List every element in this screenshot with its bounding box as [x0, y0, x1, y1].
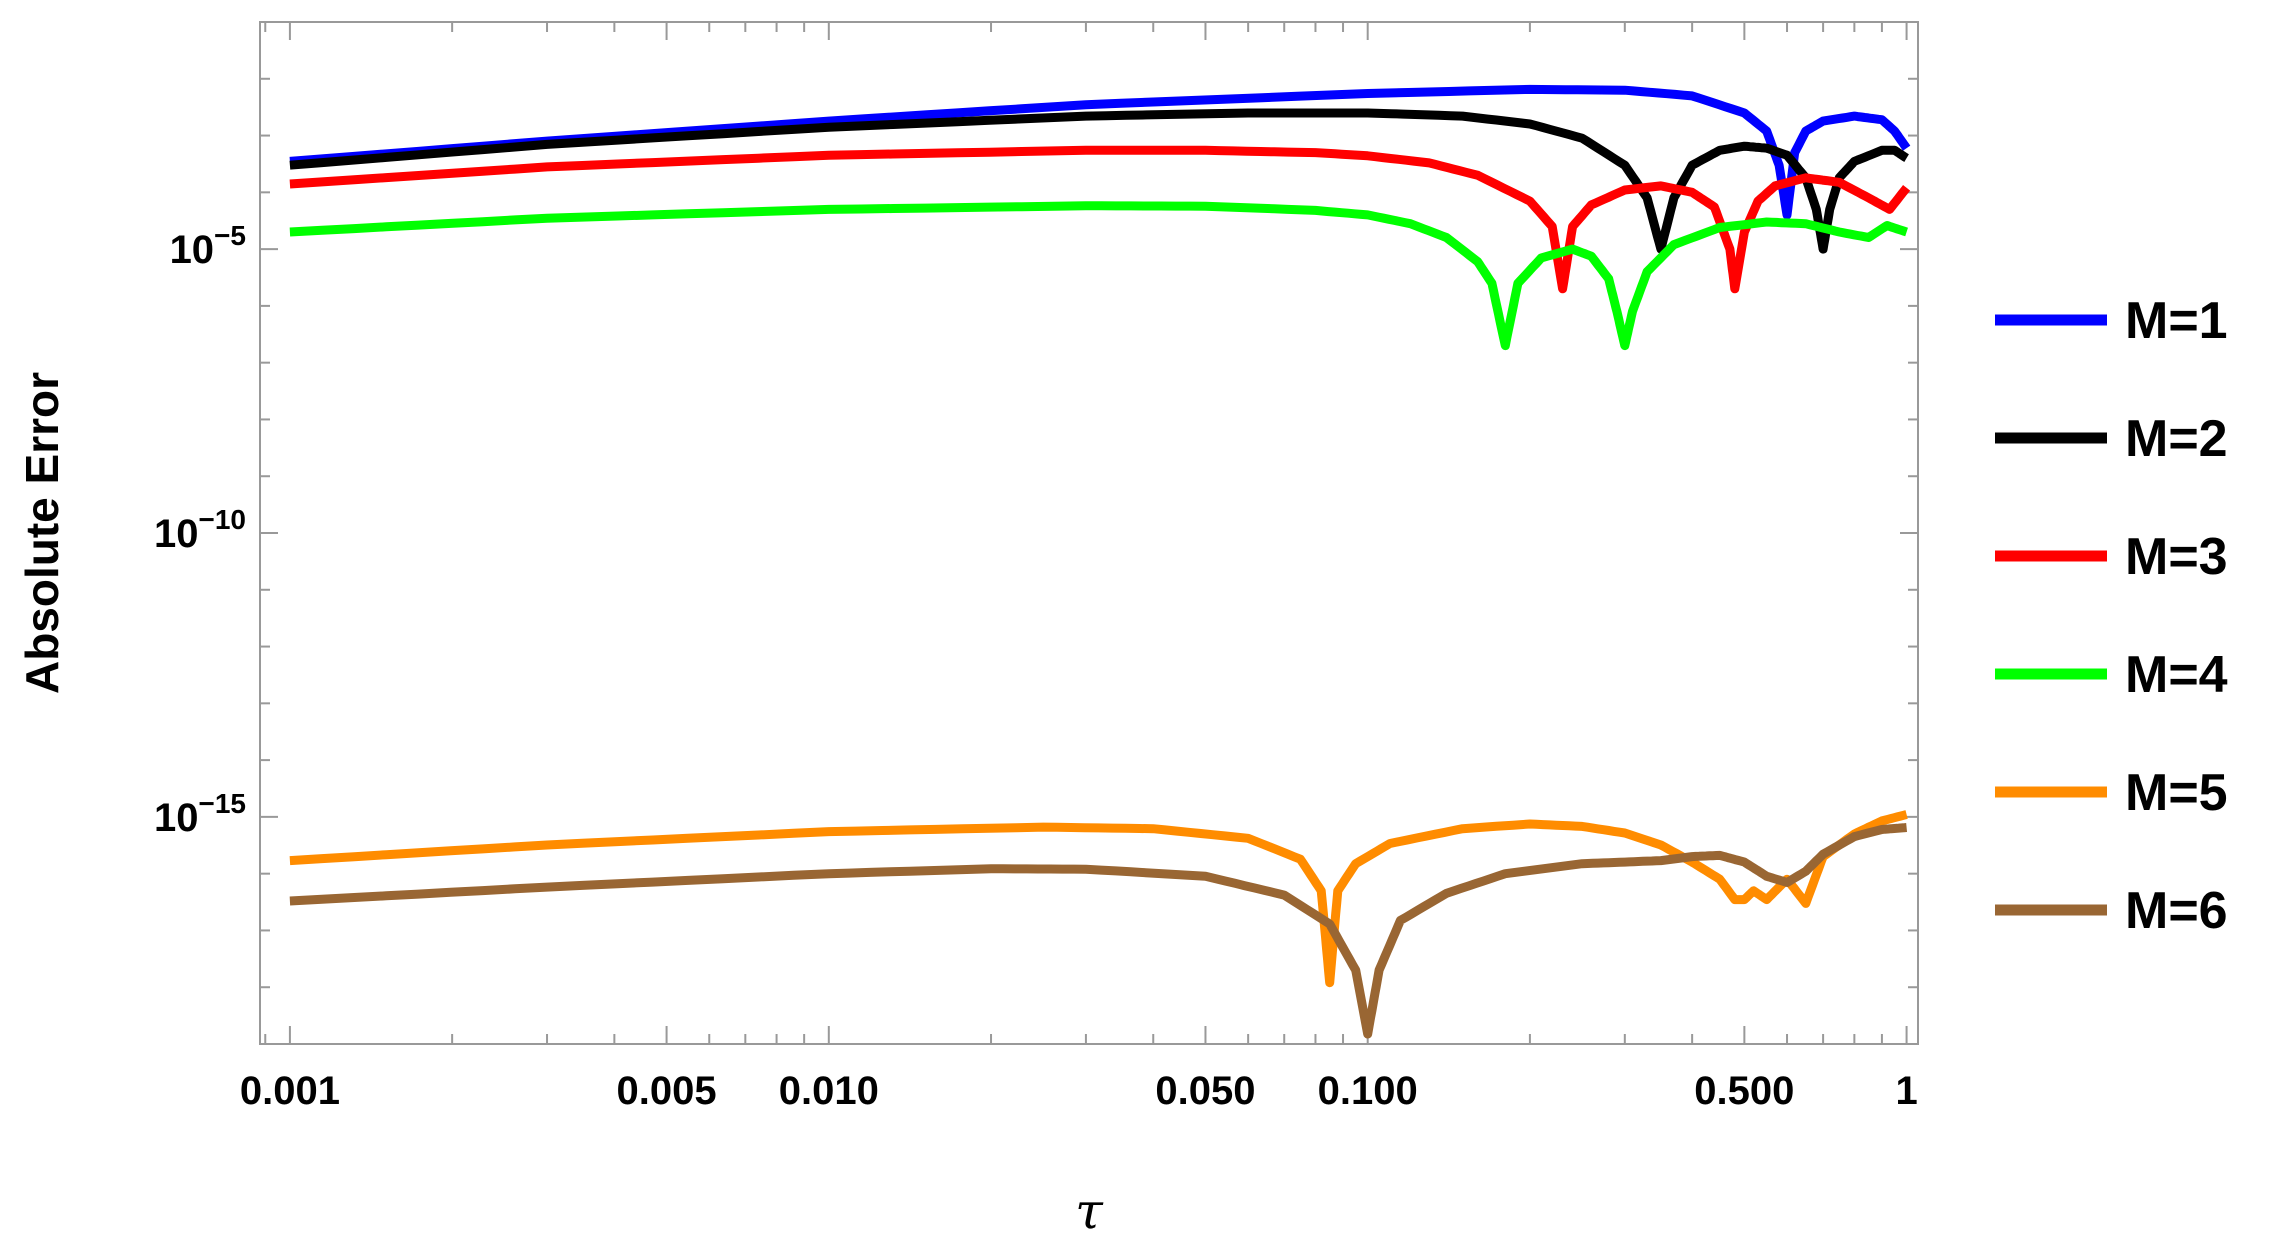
legend-label: M=4: [2125, 646, 2228, 704]
x-tick-label: 0.500: [1694, 1069, 1794, 1113]
y-tick-label: 10−5: [170, 220, 246, 272]
legend: M=1 M=2 M=3 M=4 M=5 M=6: [1995, 292, 2228, 940]
series-line-m5: [289, 810, 1908, 988]
legend-label: M=6: [2125, 882, 2228, 940]
y-axis-ticks: 10−5 10−10 10−15: [154, 21, 1918, 1045]
legend-label: M=1: [2125, 292, 2228, 350]
y-tick-label: 10−15: [154, 788, 246, 840]
x-tick-label: 1: [1895, 1069, 1917, 1113]
series-line-m1: [289, 84, 1911, 220]
x-tick-label: 0.050: [1155, 1069, 1255, 1113]
series-line-m6: [289, 823, 1908, 1039]
y-axis-label: Absolute Error: [16, 372, 68, 694]
legend-label: M=2: [2125, 410, 2228, 468]
x-tick-label: 0.001: [240, 1069, 340, 1113]
x-axis-ticks: 0.001 0.005 0.010 0.050 0.100 0.500 1: [240, 22, 1918, 1113]
x-tick-label: 0.010: [779, 1069, 879, 1113]
series-line-m3: [289, 145, 1911, 294]
x-axis-label: τ: [1075, 1182, 1104, 1238]
legend-label: M=5: [2125, 764, 2228, 822]
x-tick-label: 0.100: [1318, 1069, 1418, 1113]
x-tick-label: 0.005: [617, 1069, 717, 1113]
y-tick-label: 10−10: [154, 504, 246, 556]
series-layer: [289, 84, 1911, 1039]
legend-label: M=3: [2125, 528, 2228, 586]
series-line-m2: [289, 108, 1910, 254]
series-line-m4: [289, 201, 1909, 351]
